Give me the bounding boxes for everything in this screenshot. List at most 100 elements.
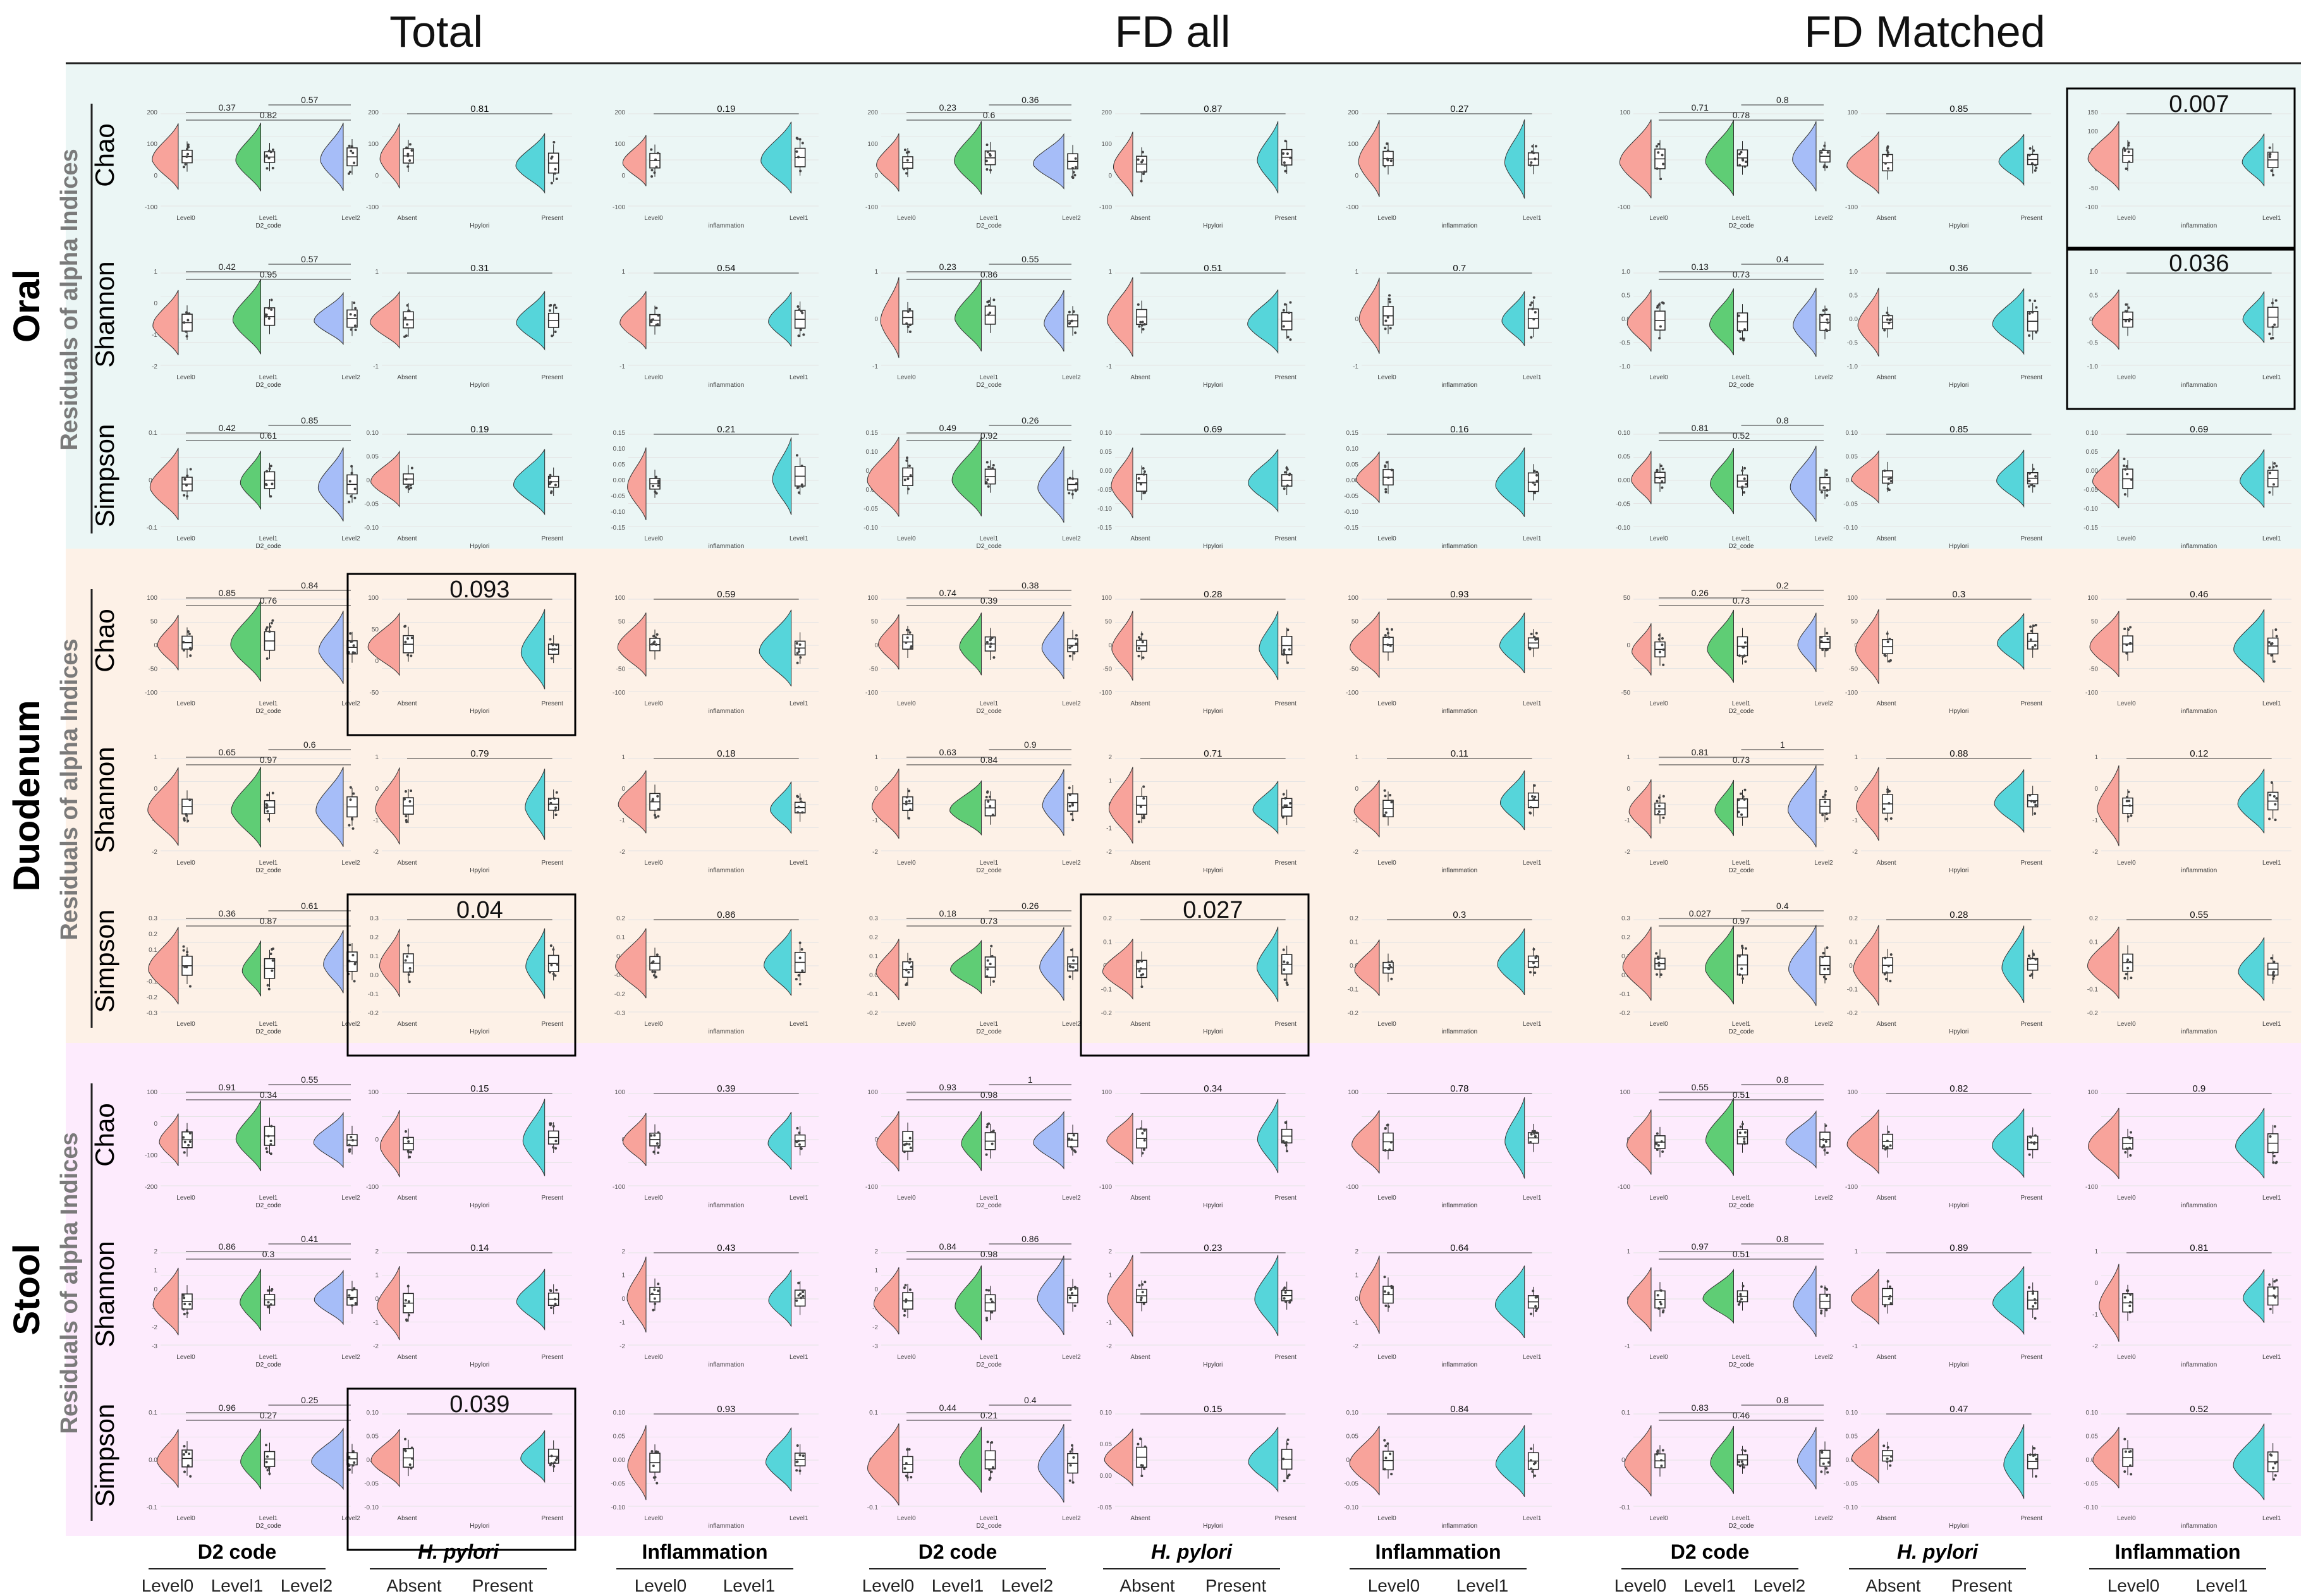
y-tick-label: -1 [1852,1343,1858,1350]
y-tick-label: 100 [1101,1089,1112,1096]
data-point [1826,946,1829,949]
data-point [1283,960,1286,963]
data-point [187,1143,190,1147]
data-point [268,467,271,470]
data-point [2125,1147,2128,1150]
y-tick-label: 0 [874,316,878,323]
data-point [908,1143,911,1146]
data-point [2126,960,2129,963]
data-point [554,806,558,809]
data-point [1071,492,1074,496]
x-axis-label: inflammation [708,543,744,550]
data-point [1883,329,1886,332]
data-point [2027,954,2030,958]
data-point [186,1464,190,1467]
data-point [2123,493,2126,496]
data-point [407,487,410,490]
violin-level1 [1709,288,1734,356]
data-point [351,651,355,654]
y-tick-label: 50 [2091,619,2099,626]
y-tick-label: -2 [152,849,157,856]
data-point [657,1131,660,1134]
x-tick-label: Level0 [1649,535,1668,542]
violin-absent [1106,1112,1133,1166]
data-point [1137,654,1140,657]
x-axis-label: Hpylori [470,222,489,229]
data-point [1820,151,1823,154]
p-value-label: 0.86 [219,1241,236,1252]
data-point [655,307,658,310]
data-point [908,307,912,310]
x-tick-label: Level1 [980,700,999,707]
data-point [549,1123,552,1126]
y-tick-label: -1 [2092,817,2098,824]
data-point [1741,485,1744,489]
data-point [350,149,353,152]
data-point [1743,654,1746,657]
x-tick-label: Level0 [897,1021,916,1028]
data-point [1289,156,1292,159]
data-point [801,811,804,814]
y-tick-label: 0.0 [869,972,878,979]
data-point [1656,973,1659,976]
data-point [1889,1144,1892,1147]
data-point [1137,636,1140,639]
data-point [650,1293,654,1296]
p-value-label: 0.42 [219,262,236,272]
data-point [2123,1470,2126,1473]
x-tick-label: Present [2020,1515,2042,1522]
p-value-label: 0.42 [219,423,236,433]
x-tick-label: Level1 [1523,1354,1542,1361]
y-tick-label: -0.2 [368,1010,379,1017]
data-point [1384,1456,1388,1459]
data-point [1137,477,1140,480]
data-point [1826,1294,1829,1298]
violin-absent [379,123,400,189]
data-point [798,1454,802,1457]
data-point [265,1461,268,1464]
p-value-label: 0.2 [1776,580,1789,590]
data-point [2034,1301,2037,1305]
data-point [654,813,657,817]
data-point [1741,1123,1744,1126]
data-point [1656,800,1659,803]
x-tick-label: Level1 [2262,535,2281,542]
data-point [185,1451,188,1454]
x-tick-label: Present [1274,1021,1296,1028]
y-tick-label: 0.05 [1346,1434,1359,1441]
data-point [2268,817,2271,820]
x-tick-label: Level0 [1649,860,1668,867]
data-point [1737,314,1740,317]
x-axis-label: inflammation [708,1028,744,1035]
y-tick-label: 0.05 [1346,461,1359,468]
violin-level0 [622,135,647,186]
violin-level0 [880,277,900,358]
data-point [2274,1161,2278,1164]
violin-level1 [2238,937,2265,1001]
p-value-label: 0.41 [301,1234,318,1244]
data-point [349,798,352,801]
y-tick-label: -0.1 [147,978,158,985]
y-tick-label: -1 [373,363,379,370]
data-point [2271,326,2274,329]
x-axis-label: D2_code [255,222,281,229]
data-point [182,1453,185,1456]
data-point [1070,948,1073,951]
y-tick-label: -50 [370,690,379,697]
violin-level1 [1497,928,1525,996]
y-tick-label: 1.0 [1849,269,1858,276]
x-axis-label: inflammation [1441,708,1477,715]
y-tick-label: 0.3 [149,915,157,922]
p-value-label: 0.73 [1733,595,1750,606]
y-tick-label: 0.0 [1350,963,1358,970]
x-axis-label: Hpylori [470,382,489,389]
violin-absent [1109,767,1133,844]
x-tick-label: Level2 [1062,700,1081,707]
x-tick-label: Level1 [790,1354,808,1361]
y-tick-label: 0.15 [866,430,879,437]
data-point [270,298,273,302]
violin-level2 [1037,1255,1065,1336]
data-point [1390,800,1393,803]
data-point [986,300,989,303]
